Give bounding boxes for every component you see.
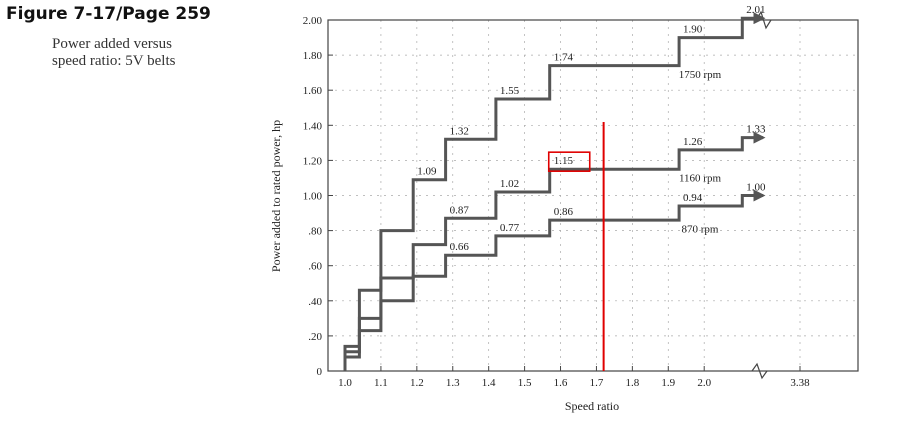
series-value-label: 1.55 xyxy=(500,85,520,97)
x-tick-label: 1.1 xyxy=(374,377,388,389)
x-tick-label: 1.8 xyxy=(625,377,639,389)
series-name-label: 870 rpm xyxy=(682,223,719,235)
series-value-label: 1.09 xyxy=(417,166,437,178)
series-line-1160-rpm xyxy=(343,131,766,371)
y-tick-label: .60 xyxy=(308,261,322,273)
series-value-label: 1.00 xyxy=(746,182,766,194)
y-tick-label: 2.00 xyxy=(303,15,323,27)
series-value-label: 1.02 xyxy=(500,178,519,190)
y-tick-label: 1.00 xyxy=(303,191,323,203)
x-tick-label: 1.9 xyxy=(661,377,675,389)
y-tick-label: .20 xyxy=(308,331,322,343)
series-name-label: 1750 rpm xyxy=(679,69,722,81)
series-value-label: 1.32 xyxy=(450,125,469,137)
red-highlight-box xyxy=(547,151,591,172)
series-line-1750-rpm xyxy=(343,12,766,371)
series-value-label: 1.26 xyxy=(683,136,703,148)
y-tick-label: 1.20 xyxy=(303,155,323,167)
figure-title: Figure 7-17/Page 259 xyxy=(6,4,211,24)
y-tick-label: 1.60 xyxy=(303,85,323,97)
caption-line-1: Power added versus xyxy=(52,36,172,52)
x-tick-label: 1.6 xyxy=(554,377,568,389)
series-name-label: 1160 rpm xyxy=(679,172,722,184)
plot-frame xyxy=(327,19,859,372)
y-tick-label: 0 xyxy=(317,366,323,378)
y-axis-title: Power added to rated power, hp xyxy=(269,120,283,272)
y-tick-label: 1.40 xyxy=(303,120,323,132)
x-tick-label: 1.5 xyxy=(518,377,532,389)
y-tick-label: .40 xyxy=(308,296,322,308)
series-value-label: 1.15 xyxy=(554,155,574,167)
x-tick-label: 2.0 xyxy=(697,377,711,389)
x-tick-label: 1.0 xyxy=(338,377,352,389)
series-value-label: 0.87 xyxy=(450,204,470,216)
x-axis-break-bottom xyxy=(751,362,768,380)
x-tick-label: 1.4 xyxy=(482,377,496,389)
series-line-870-rpm xyxy=(343,189,766,371)
series-value-label: 1.90 xyxy=(683,24,703,36)
series-value-label: 0.86 xyxy=(554,206,574,218)
figure-caption: Power added versus speed ratio: 5V belts xyxy=(52,36,252,70)
x-axis-title: Speed ratio xyxy=(565,399,619,413)
caption-line-2: speed ratio: 5V belts xyxy=(52,53,176,69)
x-tick-label: 3.38 xyxy=(790,377,810,389)
series-value-label: 0.94 xyxy=(683,192,703,204)
y-tick-label: .80 xyxy=(308,226,322,238)
x-tick-label: 1.3 xyxy=(446,377,460,389)
x-tick-label: 1.2 xyxy=(410,377,424,389)
x-tick-label: 1.7 xyxy=(590,377,604,389)
series-value-label: 0.66 xyxy=(450,241,470,253)
series-value-label: 2.01 xyxy=(746,4,765,16)
y-tick-label: 1.80 xyxy=(303,50,323,62)
series-value-label: 1.33 xyxy=(746,124,766,136)
series-value-label: 1.74 xyxy=(554,52,574,64)
series-value-label: 0.77 xyxy=(500,222,520,234)
